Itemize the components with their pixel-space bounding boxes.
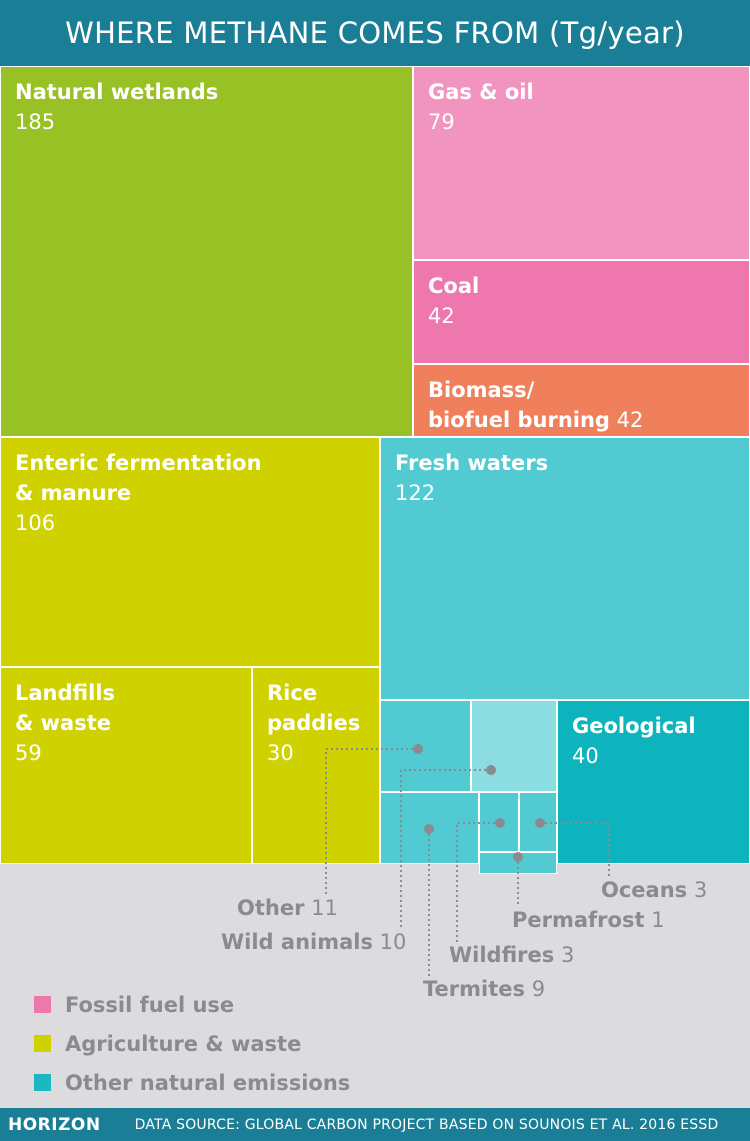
callout-value: 9 — [531, 977, 546, 1001]
tile-landfills: Landfills & waste 59 — [0, 667, 252, 864]
tile-label: Coal — [428, 271, 735, 301]
callout-value: 3 — [560, 943, 575, 967]
callout-name: Wild animals — [221, 930, 373, 954]
data-source: DATA SOURCE: GLOBAL CARBON PROJECT BASED… — [134, 1116, 719, 1133]
footer: HORIZON DATA SOURCE: GLOBAL CARBON PROJE… — [0, 1108, 750, 1141]
tile-value: 122 — [395, 481, 436, 505]
tile-value: 40 — [572, 744, 599, 768]
callout-name: Permafrost — [512, 908, 645, 932]
callout-termites: Termites 9 — [423, 977, 545, 1001]
legend-swatch — [34, 1074, 51, 1091]
tile-enteric: Enteric fermentation & manure 106 — [0, 437, 380, 667]
tile-geological: Geological 40 — [557, 700, 750, 864]
tile-label-text: Landfills & waste — [15, 681, 115, 735]
callout-value: 10 — [379, 930, 407, 954]
tile-label: Natural wetlands — [15, 77, 398, 107]
callout-permafrost: Permafrost 1 — [512, 908, 665, 932]
tile-label-text: Coal — [428, 274, 480, 298]
tile-label: Biomass/ biofuel burning 42 — [428, 375, 735, 435]
tile-label-text: Natural wetlands — [15, 80, 219, 104]
callout-value: 3 — [693, 878, 708, 902]
tile-label-text: Fresh waters — [395, 451, 549, 475]
tile-biomass: Biomass/ biofuel burning 42 — [413, 364, 750, 437]
tile-value: 42 — [428, 304, 455, 328]
tile-rice: Rice paddies 30 — [252, 667, 380, 864]
legend-item: Fossil fuel use — [34, 985, 350, 1024]
legend: Fossil fuel use Agriculture & waste Other … — [34, 985, 350, 1102]
legend-label: Agriculture & waste — [65, 1031, 302, 1056]
legend-swatch — [34, 996, 51, 1013]
tile-label: Enteric fermentation & manure — [15, 448, 365, 508]
tile-termites — [380, 792, 479, 864]
callout-name: Wildfires — [449, 943, 555, 967]
tile-label-text: Biomass/ biofuel burning — [428, 378, 610, 432]
tile-label-text: Enteric fermentation & manure — [15, 451, 262, 505]
tile-value: 42 — [609, 408, 644, 432]
callout-value: 11 — [311, 896, 338, 920]
tile-gas-oil: Gas & oil 79 — [413, 66, 750, 260]
tile-label-text: Geological — [572, 714, 696, 738]
tile-label-text: Rice paddies — [267, 681, 361, 735]
brand-logo: HORIZON — [8, 1114, 101, 1135]
legend-label: Other natural emissions — [65, 1070, 351, 1095]
treemap-chart: Natural wetlands 185 Gas & oil 79 Coal 42 Biom… — [0, 66, 750, 874]
callout-wild-animals: Wild animals 10 — [221, 930, 406, 954]
tile-label-text: Gas & oil — [428, 80, 534, 104]
callout-value: 1 — [651, 908, 665, 932]
callout-name: Oceans — [601, 878, 688, 902]
callout-wildfires: Wildfires 3 — [449, 943, 574, 967]
tile-value: 106 — [15, 511, 56, 535]
tile-fresh-waters: Fresh waters 122 — [380, 437, 750, 700]
tile-wild-animals — [471, 700, 557, 792]
tile-label: Fresh waters — [395, 448, 735, 478]
tile-value: 59 — [15, 741, 42, 765]
tile-label: Gas & oil — [428, 77, 735, 107]
tile-label: Rice paddies — [267, 678, 365, 738]
callout-oceans: Oceans 3 — [601, 878, 707, 902]
tile-label: Geological — [572, 711, 735, 741]
tile-wildfires — [479, 792, 519, 852]
tile-oceans — [519, 792, 557, 852]
callout-other: Other 11 — [237, 896, 338, 920]
tile-permafrost — [479, 852, 557, 874]
tile-label: Landfills & waste — [15, 678, 237, 738]
callout-name: Termites — [423, 977, 525, 1001]
tile-value: 79 — [428, 110, 455, 134]
tile-value: 30 — [267, 741, 294, 765]
tile-natural-wetlands: Natural wetlands 185 — [0, 66, 413, 437]
legend-swatch — [34, 1035, 51, 1052]
legend-item: Other natural emissions — [34, 1063, 350, 1102]
page-title: WHERE METHANE COMES FROM (Tg/year) — [0, 0, 750, 66]
legend-label: Fossil fuel use — [65, 992, 235, 1017]
callout-name: Other — [237, 896, 305, 920]
tile-value: 185 — [15, 110, 56, 134]
tile-coal: Coal 42 — [413, 260, 750, 364]
legend-item: Agriculture & waste — [34, 1024, 350, 1063]
tile-other — [380, 700, 471, 792]
